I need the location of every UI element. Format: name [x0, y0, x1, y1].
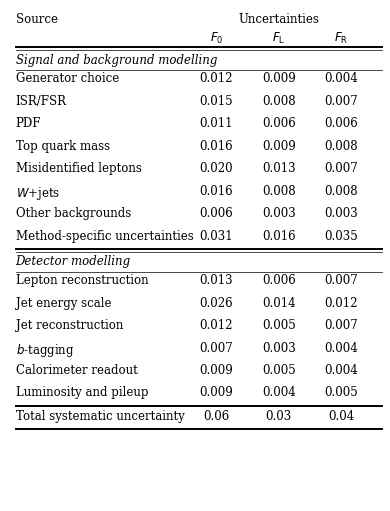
Text: 0.03: 0.03	[266, 410, 292, 423]
Text: 0.008: 0.008	[324, 185, 358, 198]
Text: 0.007: 0.007	[324, 274, 358, 287]
Text: 0.026: 0.026	[200, 296, 233, 310]
Text: $W$+jets: $W$+jets	[16, 185, 60, 202]
Text: 0.020: 0.020	[200, 162, 233, 175]
Text: 0.014: 0.014	[262, 296, 296, 310]
Text: Jet energy scale: Jet energy scale	[16, 296, 111, 310]
Text: 0.004: 0.004	[324, 341, 358, 355]
Text: 0.06: 0.06	[203, 410, 230, 423]
Text: 0.006: 0.006	[262, 118, 296, 130]
Text: Signal and background modelling: Signal and background modelling	[16, 54, 217, 66]
Text: Method-specific uncertainties: Method-specific uncertainties	[16, 230, 193, 243]
Text: 0.013: 0.013	[200, 274, 233, 287]
Text: 0.031: 0.031	[200, 230, 233, 243]
Text: 0.004: 0.004	[262, 386, 296, 400]
Text: $F_{\mathrm{R}}$: $F_{\mathrm{R}}$	[334, 31, 348, 47]
Text: 0.009: 0.009	[200, 386, 233, 400]
Text: 0.009: 0.009	[262, 140, 296, 153]
Text: 0.007: 0.007	[200, 341, 233, 355]
Text: Generator choice: Generator choice	[16, 73, 119, 85]
Text: 0.003: 0.003	[262, 207, 296, 220]
Text: 0.016: 0.016	[262, 230, 296, 243]
Text: Lepton reconstruction: Lepton reconstruction	[16, 274, 148, 287]
Text: 0.012: 0.012	[324, 296, 358, 310]
Text: 0.035: 0.035	[324, 230, 358, 243]
Text: 0.04: 0.04	[328, 410, 355, 423]
Text: 0.012: 0.012	[200, 73, 233, 85]
Text: Luminosity and pileup: Luminosity and pileup	[16, 386, 148, 400]
Text: 0.007: 0.007	[324, 162, 358, 175]
Text: 0.003: 0.003	[262, 341, 296, 355]
Text: $F_0$: $F_0$	[210, 31, 223, 47]
Text: 0.003: 0.003	[324, 207, 358, 220]
Text: Total systematic uncertainty: Total systematic uncertainty	[16, 410, 184, 423]
Text: 0.006: 0.006	[262, 274, 296, 287]
Text: Jet reconstruction: Jet reconstruction	[16, 319, 123, 332]
Text: Calorimeter readout: Calorimeter readout	[16, 364, 137, 377]
Text: $b$-tagging: $b$-tagging	[16, 341, 74, 359]
Text: 0.007: 0.007	[324, 319, 358, 332]
Text: 0.005: 0.005	[262, 364, 296, 377]
Text: Other backgrounds: Other backgrounds	[16, 207, 131, 220]
Text: PDF: PDF	[16, 118, 41, 130]
Text: Top quark mass: Top quark mass	[16, 140, 110, 153]
Text: 0.008: 0.008	[262, 185, 296, 198]
Text: 0.008: 0.008	[324, 140, 358, 153]
Text: Misidentified leptons: Misidentified leptons	[16, 162, 142, 175]
Text: Detector modelling: Detector modelling	[16, 256, 131, 268]
Text: 0.007: 0.007	[324, 95, 358, 108]
Text: 0.015: 0.015	[200, 95, 233, 108]
Text: Uncertainties: Uncertainties	[238, 13, 319, 26]
Text: 0.009: 0.009	[262, 73, 296, 85]
Text: 0.016: 0.016	[200, 185, 233, 198]
Text: 0.009: 0.009	[200, 364, 233, 377]
Text: $F_{\mathrm{L}}$: $F_{\mathrm{L}}$	[272, 31, 285, 47]
Text: 0.005: 0.005	[324, 386, 358, 400]
Text: 0.004: 0.004	[324, 73, 358, 85]
Text: 0.004: 0.004	[324, 364, 358, 377]
Text: ISR/FSR: ISR/FSR	[16, 95, 67, 108]
Text: 0.012: 0.012	[200, 319, 233, 332]
Text: Source: Source	[16, 13, 58, 26]
Text: 0.011: 0.011	[200, 118, 233, 130]
Text: 0.006: 0.006	[324, 118, 358, 130]
Text: 0.013: 0.013	[262, 162, 296, 175]
Text: 0.016: 0.016	[200, 140, 233, 153]
Text: 0.008: 0.008	[262, 95, 296, 108]
Text: 0.005: 0.005	[262, 319, 296, 332]
Text: 0.006: 0.006	[200, 207, 233, 220]
